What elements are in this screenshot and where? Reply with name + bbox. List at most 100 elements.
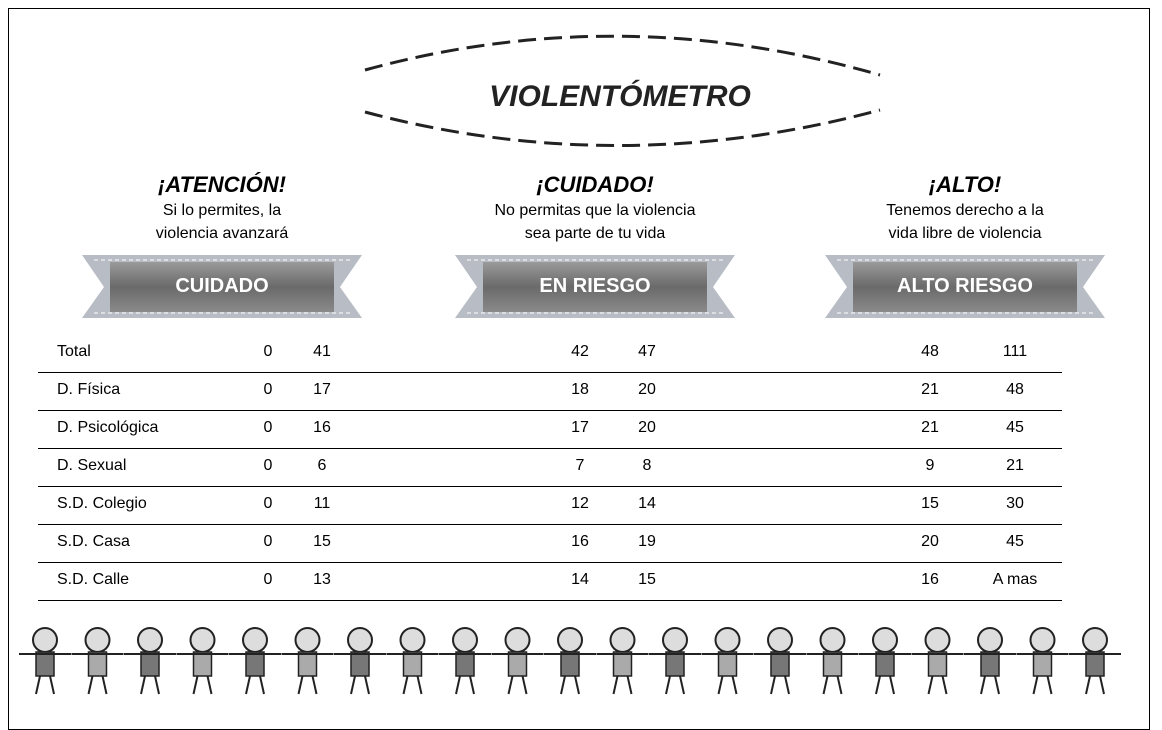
- kid-body: [89, 652, 107, 676]
- kid-head: [1031, 628, 1055, 652]
- kid-leg: [838, 676, 842, 694]
- cell-value: 30: [975, 495, 1055, 513]
- row-label: S.D. Colegio: [57, 495, 147, 513]
- kid-head: [243, 628, 267, 652]
- kid-head: [86, 628, 110, 652]
- cell-value: 19: [607, 533, 687, 551]
- kid-body: [561, 652, 579, 676]
- cell-value: 11: [282, 495, 362, 513]
- section-text: No permitas que la violencia: [435, 202, 755, 220]
- kid-body: [36, 652, 54, 676]
- kid-head: [978, 628, 1002, 652]
- cell-value: 48: [975, 381, 1055, 399]
- kid-head: [716, 628, 740, 652]
- kid-head: [296, 628, 320, 652]
- kid-leg: [155, 676, 159, 694]
- row-label: D. Psicológica: [57, 419, 158, 437]
- kid-leg: [89, 676, 93, 694]
- row-rule: [38, 486, 1062, 487]
- kid-body: [351, 652, 369, 676]
- kid-head: [611, 628, 635, 652]
- kid-leg: [614, 676, 618, 694]
- kid-head: [348, 628, 372, 652]
- kid-head: [768, 628, 792, 652]
- cell-value: 14: [607, 495, 687, 513]
- cell-value: 45: [975, 533, 1055, 551]
- kid-leg: [141, 676, 145, 694]
- kid-leg: [1034, 676, 1038, 694]
- kid-body: [456, 652, 474, 676]
- section-heading: ¡ATENCIÓN!: [62, 172, 382, 198]
- kid-leg: [628, 676, 632, 694]
- kid-leg: [771, 676, 775, 694]
- section-text: vida libre de violencia: [805, 225, 1125, 243]
- row-label: D. Sexual: [57, 457, 126, 475]
- kid-body: [509, 652, 527, 676]
- kid-body: [194, 652, 212, 676]
- cell-value: 21: [975, 457, 1055, 475]
- kid-leg: [523, 676, 527, 694]
- cell-value: 47: [607, 343, 687, 361]
- kid-head: [401, 628, 425, 652]
- kid-body: [614, 652, 632, 676]
- section-heading: ¡CUIDADO!: [435, 172, 755, 198]
- kid-leg: [36, 676, 40, 694]
- cell-value: 17: [282, 381, 362, 399]
- kid-leg: [824, 676, 828, 694]
- kid-body: [824, 652, 842, 676]
- row-rule: [38, 448, 1062, 449]
- kid-leg: [208, 676, 212, 694]
- cell-value: 48: [890, 343, 970, 361]
- cell-value: 20: [890, 533, 970, 551]
- cell-value: A mas: [975, 571, 1055, 589]
- kid-leg: [365, 676, 369, 694]
- kid-body: [771, 652, 789, 676]
- cell-value: 8: [607, 457, 687, 475]
- section-text: Tenemos derecho a la: [805, 202, 1125, 220]
- kid-body: [929, 652, 947, 676]
- kid-head: [506, 628, 530, 652]
- kid-body: [1034, 652, 1052, 676]
- kid-body: [141, 652, 159, 676]
- kid-leg: [313, 676, 317, 694]
- kid-leg: [470, 676, 474, 694]
- page: VIOLENTÓMETRO ¡ATENCIÓN!Si lo permites, …: [0, 0, 1162, 713]
- kid-body: [404, 652, 422, 676]
- kid-leg: [981, 676, 985, 694]
- kid-head: [453, 628, 477, 652]
- kid-leg: [575, 676, 579, 694]
- kid-leg: [890, 676, 894, 694]
- cell-value: 16: [282, 419, 362, 437]
- cell-value: 6: [282, 457, 362, 475]
- kid-body: [666, 652, 684, 676]
- wreath-top: [365, 36, 880, 75]
- kid-leg: [995, 676, 999, 694]
- kid-leg: [404, 676, 408, 694]
- section-heading: ¡ALTO!: [805, 172, 1125, 198]
- kid-leg: [1086, 676, 1090, 694]
- ribbon-label: CUIDADO: [112, 275, 332, 298]
- row-label: D. Física: [57, 381, 120, 399]
- cell-value: 15: [282, 533, 362, 551]
- row-rule: [38, 600, 1062, 601]
- row-rule: [38, 410, 1062, 411]
- kid-head: [821, 628, 845, 652]
- cell-value: 9: [890, 457, 970, 475]
- kid-head: [1083, 628, 1107, 652]
- kid-leg: [194, 676, 198, 694]
- kid-body: [719, 652, 737, 676]
- kid-leg: [1100, 676, 1104, 694]
- kid-leg: [733, 676, 737, 694]
- kid-leg: [876, 676, 880, 694]
- kid-head: [926, 628, 950, 652]
- kid-leg: [561, 676, 565, 694]
- ribbon-label: ALTO RIESGO: [855, 275, 1075, 298]
- kid-body: [981, 652, 999, 676]
- kid-head: [873, 628, 897, 652]
- kid-body: [246, 652, 264, 676]
- kid-head: [138, 628, 162, 652]
- cell-value: 20: [607, 381, 687, 399]
- row-label: S.D. Calle: [57, 571, 129, 589]
- cell-value: 21: [890, 381, 970, 399]
- cell-value: 13: [282, 571, 362, 589]
